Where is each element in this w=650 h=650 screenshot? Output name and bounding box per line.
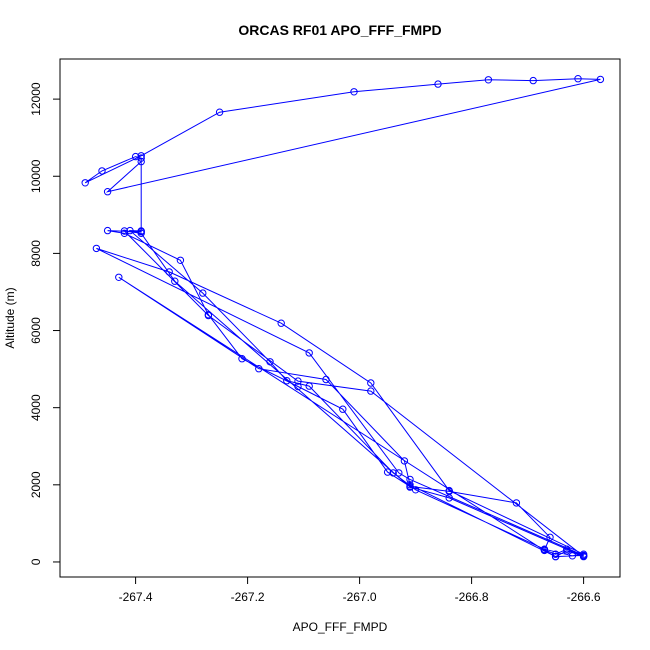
data-point	[171, 277, 179, 285]
data-point	[305, 349, 313, 357]
data-point	[115, 273, 123, 281]
data-point	[137, 229, 145, 238]
data-point	[400, 457, 409, 465]
x-tick-label: -267.0	[343, 590, 377, 604]
data-point	[339, 405, 347, 413]
data-point	[579, 552, 588, 561]
series-line	[84, 78, 601, 558]
data-point	[434, 80, 442, 88]
data-point	[512, 499, 521, 507]
data-point	[551, 550, 560, 558]
data-point	[367, 379, 375, 387]
y-axis: 0 2000 4000 6000 8000 10000 12000	[29, 82, 60, 565]
data-point	[551, 552, 560, 561]
data-point	[484, 76, 493, 84]
data-point	[406, 481, 414, 489]
data-point	[367, 387, 375, 395]
data-point	[266, 358, 274, 366]
data-point	[546, 533, 554, 541]
data-point	[406, 483, 414, 491]
data-point	[389, 469, 397, 477]
y-tick-label: 12000	[29, 82, 43, 116]
data-point	[137, 227, 145, 235]
y-tick-label: 4000	[29, 394, 43, 421]
y-tick-label: 0	[29, 558, 43, 565]
data-point	[322, 375, 330, 384]
data-point	[294, 382, 302, 391]
x-tick-label: -266.6	[567, 590, 601, 604]
data-point	[305, 382, 313, 390]
x-axis-label: APO_FFF_FMPD	[293, 620, 388, 634]
data-point	[294, 377, 302, 385]
data-point	[98, 167, 106, 175]
data-point	[445, 486, 453, 495]
data-point	[255, 365, 263, 373]
chart-title: ORCAS RF01 APO_FFF_FMPD	[238, 22, 441, 38]
data-point	[165, 268, 173, 276]
data-point	[395, 469, 403, 477]
data-point	[92, 244, 101, 253]
data-point	[120, 227, 129, 235]
data-point	[283, 377, 291, 385]
data-point	[131, 152, 140, 161]
data-point	[81, 179, 89, 187]
data-point	[406, 475, 414, 484]
x-tick-label: -267.4	[119, 590, 153, 604]
data-point	[137, 152, 145, 160]
data-point	[529, 76, 537, 85]
data-point	[596, 75, 605, 84]
data-point	[568, 552, 577, 560]
data-point	[215, 108, 224, 116]
data-point	[238, 355, 246, 363]
series-layer	[81, 75, 605, 561]
data-point	[137, 157, 145, 166]
data-point	[574, 75, 582, 83]
data-point	[204, 311, 213, 320]
data-point	[277, 319, 285, 327]
x-axis: -267.4 -267.2 -267.0 -266.8 -266.6	[119, 576, 601, 604]
data-point	[126, 226, 134, 235]
data-point	[103, 226, 112, 235]
y-tick-label: 2000	[29, 471, 43, 498]
data-point	[540, 546, 549, 555]
data-point	[445, 494, 453, 502]
x-tick-label: -267.2	[231, 590, 265, 604]
y-axis-label: Altitude (m)	[3, 287, 17, 348]
data-point	[199, 289, 207, 297]
data-point	[563, 547, 571, 555]
data-point	[103, 188, 112, 196]
data-point	[176, 256, 185, 264]
y-tick-label: 8000	[29, 240, 43, 267]
y-tick-label: 10000	[29, 159, 43, 193]
y-tick-label: 6000	[29, 317, 43, 344]
data-point	[350, 88, 358, 96]
x-tick-label: -266.8	[455, 590, 489, 604]
data-point	[383, 468, 392, 476]
